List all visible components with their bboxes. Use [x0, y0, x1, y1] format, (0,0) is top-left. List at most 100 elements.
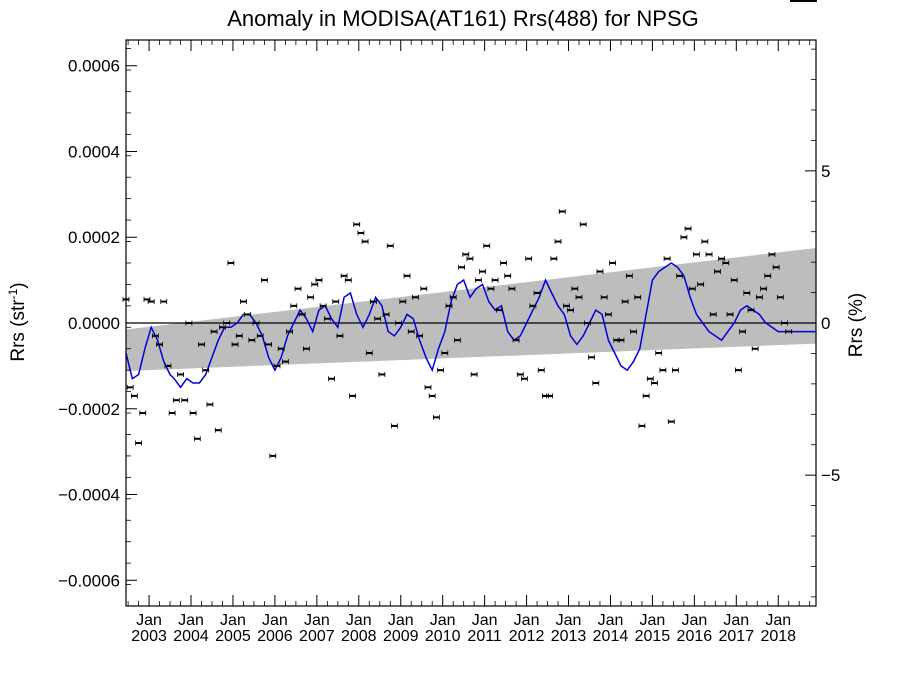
data-point: [319, 303, 327, 309]
x-tick-year-label: 2004: [173, 628, 209, 645]
data-point: [458, 264, 465, 270]
x-tick-month-label: Jan: [514, 612, 540, 629]
point-marker: [139, 412, 146, 415]
x-tick-month-label: Jan: [556, 612, 582, 629]
data-point: [772, 264, 780, 270]
data-point: [479, 269, 486, 275]
data-point: [554, 239, 562, 245]
point-marker: [278, 347, 285, 350]
data-point: [776, 294, 784, 300]
data-point: [248, 337, 256, 343]
data-point: [370, 299, 377, 305]
data-point: [697, 281, 705, 287]
point-marker: [626, 274, 633, 277]
data-point: [311, 281, 319, 287]
point-marker: [131, 394, 138, 397]
data-point: [349, 393, 356, 399]
data-point: [407, 329, 415, 335]
point-marker: [676, 274, 683, 277]
point-marker: [345, 279, 352, 282]
x-tick-month-label: Jan: [388, 612, 414, 629]
point-marker: [374, 317, 381, 320]
point-marker: [513, 339, 520, 342]
data-point: [315, 277, 323, 283]
data-point: [672, 367, 679, 373]
point-marker: [655, 352, 662, 355]
point-marker: [240, 300, 247, 303]
data-point: [575, 294, 583, 300]
data-point: [625, 273, 633, 279]
point-marker: [806, 0, 813, 2]
y-tick-label: 0.0006: [68, 57, 120, 76]
point-marker: [408, 330, 415, 333]
data-point: [785, 329, 793, 335]
x-tick-month-label: Jan: [136, 612, 162, 629]
x-tick-year-label: 2010: [425, 628, 461, 645]
point-marker: [156, 343, 163, 346]
point-marker: [810, 0, 817, 2]
y-tick-label: 0.0000: [68, 314, 120, 333]
point-marker: [802, 0, 809, 2]
x-tick-year-label: 2012: [509, 628, 545, 645]
data-point: [424, 384, 432, 390]
data-point: [714, 269, 721, 275]
data-point: [445, 303, 453, 309]
data-point: [504, 273, 512, 279]
data-point: [693, 251, 700, 257]
data-point: [642, 393, 650, 399]
data-point: [391, 423, 398, 429]
point-marker: [739, 330, 746, 333]
data-point: [210, 329, 218, 335]
y-axis-right-label: Rrs (%): [846, 293, 867, 357]
point-marker: [584, 322, 591, 324]
data-point: [634, 294, 642, 300]
point-marker: [538, 369, 545, 372]
x-tick-month-label: Jan: [765, 612, 791, 629]
point-marker: [399, 300, 406, 303]
x-tick-month-label: Jan: [346, 612, 372, 629]
point-marker: [215, 429, 222, 432]
point-marker: [194, 437, 201, 440]
data-point: [449, 294, 457, 300]
point-marker: [223, 322, 230, 324]
data-point: [743, 290, 751, 296]
data-point: [261, 277, 268, 283]
data-point: [537, 367, 545, 373]
point-marker: [475, 279, 482, 282]
point-marker: [391, 424, 398, 427]
data-point: [781, 320, 788, 326]
data-point: [701, 239, 709, 245]
data-point: [332, 299, 340, 305]
point-marker: [366, 352, 373, 355]
data-point: [529, 303, 537, 309]
data-point: [453, 337, 461, 343]
data-point: [495, 307, 503, 313]
y-axis-left-label-superscript: -1: [6, 288, 20, 299]
data-point: [294, 286, 302, 292]
x-axis: Jan2003Jan2004Jan2005Jan2006Jan2007Jan20…: [127, 40, 811, 645]
x-tick-month-label: Jan: [430, 612, 456, 629]
data-point: [231, 341, 239, 347]
point-marker: [307, 296, 314, 299]
y-tick-label: −0.0004: [58, 486, 120, 505]
data-point: [403, 273, 411, 279]
point-marker: [798, 0, 805, 2]
x-tick-year-label: 2014: [593, 628, 629, 645]
y-axis-left: 0.0006 0.0004 0.0002 0.0000 −0.0002 −0.0004 −0…: [58, 48, 137, 590]
point-marker: [651, 382, 658, 385]
point-marker: [743, 291, 750, 294]
data-point: [298, 311, 306, 317]
data-point: [168, 410, 176, 416]
point-marker: [198, 343, 205, 346]
data-point: [709, 311, 717, 317]
point-marker: [571, 287, 578, 290]
point-marker: [559, 210, 566, 213]
data-point: [466, 256, 474, 262]
point-marker: [362, 240, 369, 243]
x-tick-year-label: 2017: [719, 628, 755, 645]
point-marker: [580, 223, 587, 226]
data-point: [269, 453, 277, 459]
point-marker: [630, 330, 637, 333]
point-marker: [236, 334, 243, 337]
data-point: [328, 376, 335, 382]
